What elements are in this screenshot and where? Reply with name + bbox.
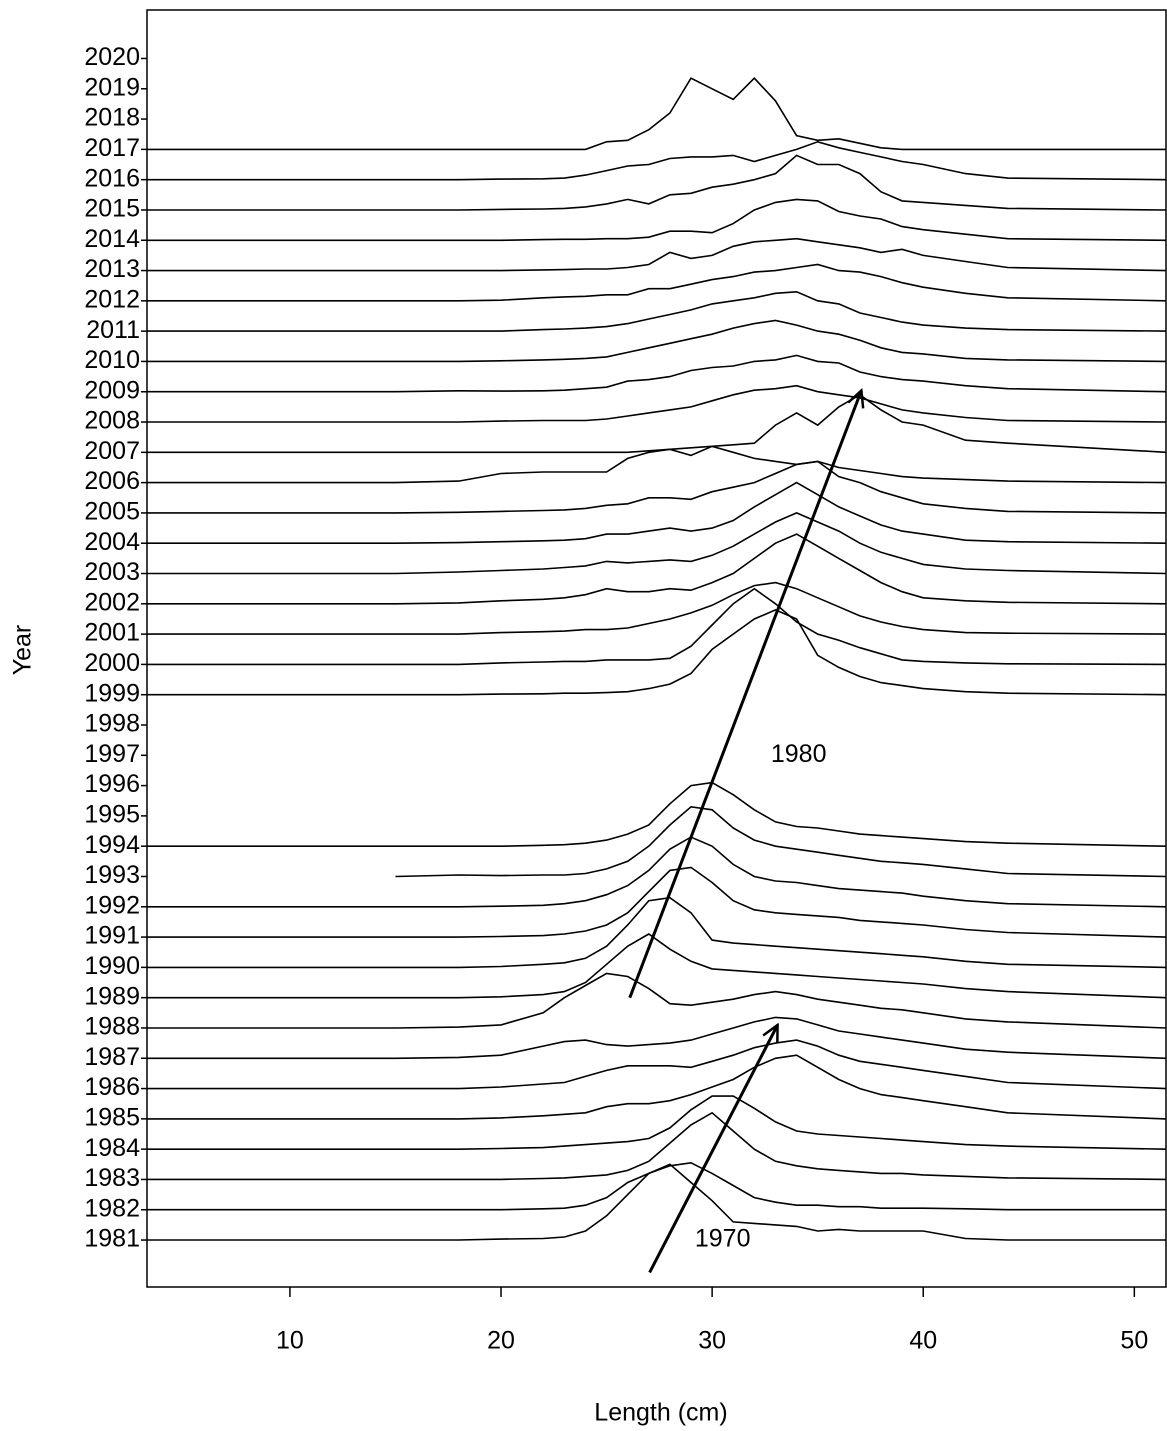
y-tick-label: 1985 bbox=[84, 1103, 140, 1131]
y-tick-label: 2003 bbox=[84, 558, 140, 586]
ridge-line bbox=[395, 805, 1167, 878]
x-tick-label: 40 bbox=[909, 1327, 937, 1355]
y-tick-label: 2008 bbox=[84, 407, 140, 435]
y-tick-label: 1982 bbox=[84, 1194, 140, 1222]
y-tick-label: 1989 bbox=[84, 982, 140, 1010]
ridge-line bbox=[147, 1016, 1167, 1060]
ridge-line bbox=[147, 866, 1167, 938]
ridge-line bbox=[147, 319, 1167, 363]
ridge-line bbox=[147, 1095, 1167, 1150]
ridge-line bbox=[147, 354, 1167, 393]
ridge-line bbox=[147, 587, 1167, 666]
ridge-line bbox=[147, 77, 1166, 151]
x-axis-label: Length (cm) bbox=[594, 1399, 727, 1427]
ridge-line bbox=[147, 263, 1167, 302]
y-tick-label: 1986 bbox=[84, 1073, 140, 1101]
y-tick-label: 2000 bbox=[84, 649, 140, 677]
ridge-line bbox=[147, 512, 1167, 575]
y-tick-label: 2009 bbox=[84, 376, 140, 404]
ridge-line bbox=[147, 836, 1167, 908]
cohort-arrow bbox=[628, 391, 862, 999]
x-tick-label: 30 bbox=[698, 1327, 726, 1355]
ridge-line bbox=[147, 393, 1167, 454]
ridge-line bbox=[147, 609, 1167, 696]
y-tick-label: 2001 bbox=[84, 619, 140, 647]
ridge-line bbox=[147, 581, 1167, 635]
y-tick-label: 1984 bbox=[84, 1134, 140, 1162]
ridge-line bbox=[147, 1039, 1167, 1090]
y-tick-label: 2018 bbox=[84, 104, 140, 132]
ridge-line bbox=[147, 237, 1167, 272]
ridge-line bbox=[147, 481, 1167, 544]
y-tick-label: 1999 bbox=[84, 679, 140, 707]
y-tick-label: 2017 bbox=[84, 134, 140, 162]
y-tick-label: 1990 bbox=[84, 952, 140, 980]
ridge-line bbox=[147, 290, 1167, 332]
y-tick-label: 1988 bbox=[84, 1013, 140, 1041]
x-tick-label: 10 bbox=[276, 1327, 304, 1355]
plot-frame bbox=[146, 9, 1167, 1288]
y-tick-label: 2002 bbox=[84, 588, 140, 616]
annotation: 1980 bbox=[771, 740, 827, 768]
ridge-line bbox=[147, 460, 1167, 514]
ridge-line bbox=[147, 1163, 1166, 1241]
y-tick-label: 1981 bbox=[84, 1225, 140, 1253]
y-tick-label: 1993 bbox=[84, 861, 140, 889]
ridge-line bbox=[147, 445, 1167, 484]
ridge-line bbox=[147, 1111, 1167, 1181]
y-tick-label: 1991 bbox=[84, 922, 140, 950]
y-tick-label: 1992 bbox=[84, 891, 140, 919]
y-tick-label: 2014 bbox=[84, 225, 140, 253]
y-tick-label: 2012 bbox=[84, 285, 140, 313]
ridge-line bbox=[147, 972, 1167, 1029]
y-tick-label: 2019 bbox=[84, 73, 140, 101]
ridge-line bbox=[147, 781, 1167, 847]
y-tick-label: 2005 bbox=[84, 498, 140, 526]
y-axis-label: Year bbox=[9, 625, 37, 676]
annotation: 1970 bbox=[695, 1225, 751, 1253]
y-tick-label: 1996 bbox=[84, 770, 140, 798]
y-tick-label: 2004 bbox=[84, 528, 140, 556]
ridge-line bbox=[147, 140, 1167, 181]
y-tick-label: 1994 bbox=[84, 831, 140, 859]
ridge-line bbox=[147, 384, 1167, 423]
y-tick-label: 1987 bbox=[84, 1043, 140, 1071]
y-tick-label: 2006 bbox=[84, 467, 140, 495]
y-tick-label: 2010 bbox=[84, 346, 140, 374]
y-tick-label: 2015 bbox=[84, 195, 140, 223]
y-tick-label: 1998 bbox=[84, 710, 140, 738]
x-tick-label: 20 bbox=[487, 1327, 515, 1355]
ridge-line bbox=[147, 1054, 1167, 1120]
ridge-line bbox=[147, 533, 1167, 605]
ridge-line bbox=[147, 154, 1167, 211]
y-tick-label: 1983 bbox=[84, 1164, 140, 1192]
ridge-line bbox=[147, 896, 1167, 969]
y-tick-label: 1997 bbox=[84, 740, 140, 768]
y-tick-label: 1995 bbox=[84, 800, 140, 828]
ridge-line bbox=[147, 933, 1167, 999]
y-tick-label: 2020 bbox=[84, 43, 140, 71]
x-tick-label: 50 bbox=[1120, 1327, 1148, 1355]
y-tick-label: 2016 bbox=[84, 164, 140, 192]
cohort-arrow bbox=[648, 1025, 779, 1274]
y-tick-label: 2011 bbox=[86, 316, 140, 344]
y-tick-label: 2013 bbox=[84, 255, 140, 283]
y-tick-label: 2007 bbox=[84, 437, 140, 465]
ridge-line bbox=[147, 1161, 1166, 1211]
ridge-line bbox=[147, 198, 1167, 242]
